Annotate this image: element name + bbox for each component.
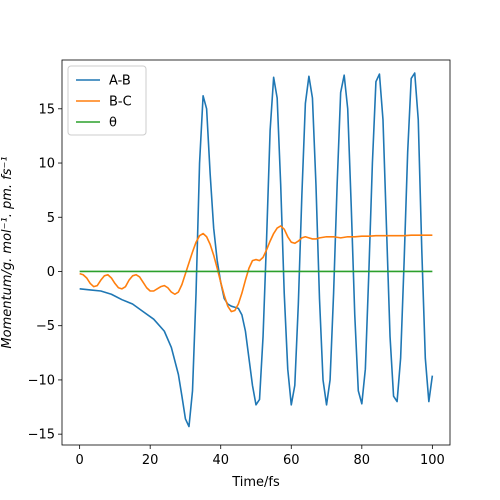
- x-axis-title: Time/fs: [231, 475, 280, 490]
- y-tick-label: −15: [28, 428, 55, 443]
- x-axis-ticks: 0 20 40 60 80 100: [75, 445, 445, 468]
- y-tick-label: 15: [38, 102, 55, 117]
- legend-box: [67, 65, 147, 136]
- series-line-0: [79, 72, 434, 428]
- x-tick-label: 80: [354, 453, 371, 468]
- x-tick-label: 20: [142, 453, 159, 468]
- y-tick-label: −5: [36, 319, 55, 334]
- legend: A-B B-C θ: [67, 65, 147, 136]
- y-tick-label: 10: [38, 157, 55, 172]
- y-tick-label: −10: [28, 373, 55, 388]
- legend-label: θ: [109, 116, 117, 131]
- x-tick-label: 100: [420, 453, 445, 468]
- x-tick-label: 60: [283, 453, 300, 468]
- legend-label: A-B: [109, 74, 131, 89]
- y-tick-label: 5: [47, 211, 55, 226]
- series-line-1: [79, 225, 433, 313]
- y-tick-label: 0: [47, 265, 55, 280]
- series-layer: [79, 72, 434, 428]
- plot-frame: [61, 59, 451, 446]
- legend-label: B-C: [109, 95, 132, 110]
- y-axis-ticks: −15 −10 −5 0 5 10 15: [28, 102, 62, 443]
- x-tick-label: 40: [212, 453, 229, 468]
- y-axis-title: Momentum/g. mol⁻¹. pm. fs⁻¹: [0, 156, 15, 348]
- x-tick-label: 0: [75, 453, 83, 468]
